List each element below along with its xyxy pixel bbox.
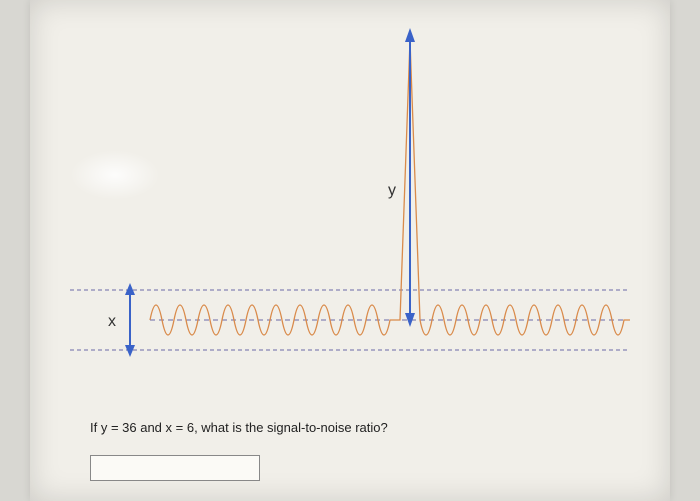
- y-amplitude-arrow: [405, 28, 415, 327]
- answer-input[interactable]: [90, 455, 260, 481]
- x-label: x: [108, 313, 116, 330]
- x-amplitude-arrow: [125, 283, 135, 357]
- y-label: y: [388, 182, 396, 199]
- question-text: If y = 36 and x = 6, what is the signal-…: [90, 420, 388, 435]
- signal-noise-chart: x y: [70, 20, 630, 400]
- paper-sheet: x y If y = 36 and x = 6, what is the sig…: [30, 0, 670, 501]
